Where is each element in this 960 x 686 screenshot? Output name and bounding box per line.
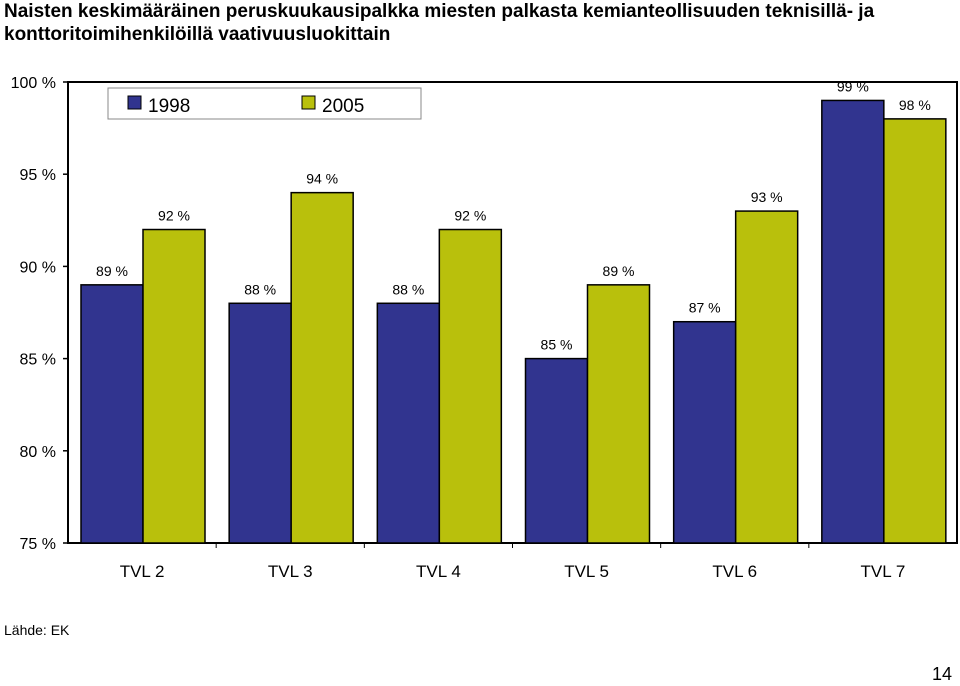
data-label: 99 % bbox=[837, 78, 869, 94]
y-tick-label: 80 % bbox=[20, 444, 56, 461]
data-label: 87 % bbox=[689, 300, 721, 316]
bar-2005 bbox=[883, 118, 947, 544]
legend-label-2005: 2005 bbox=[322, 96, 364, 117]
bar-2005 bbox=[586, 284, 651, 544]
legend-swatch-2005 bbox=[301, 95, 316, 110]
legend-swatch-1998 bbox=[127, 95, 142, 110]
bar-2005 bbox=[142, 228, 206, 544]
page-number: 14 bbox=[931, 664, 952, 684]
bar-2005 bbox=[734, 210, 799, 544]
x-category-label: TVL 6 bbox=[712, 562, 757, 581]
data-label: 89 % bbox=[96, 263, 128, 279]
data-label: 93 % bbox=[751, 189, 783, 205]
bar-1998 bbox=[80, 284, 144, 544]
x-category-label: TVL 7 bbox=[861, 562, 906, 581]
bar-2005 bbox=[290, 191, 354, 544]
data-label: 92 % bbox=[158, 208, 190, 224]
x-category-label: TVL 3 bbox=[268, 562, 313, 581]
bar-1998 bbox=[524, 357, 589, 544]
plot-frame bbox=[67, 81, 958, 544]
data-label: 88 % bbox=[244, 281, 276, 297]
chart-title: Naisten keskimääräinen peruskuukausipalk… bbox=[4, 1, 875, 45]
y-tick-label: 90 % bbox=[20, 259, 56, 276]
data-label: 88 % bbox=[392, 281, 424, 297]
y-tick-label: 75 % bbox=[20, 536, 56, 553]
y-tick-label: 100 % bbox=[11, 75, 56, 92]
data-label: 94 % bbox=[306, 171, 338, 187]
legend-label-1998: 1998 bbox=[148, 96, 190, 117]
plot-area: 75 % 80 % 85 % 90 % 95 % 100 % TVL 2 TVL 3 TVL 4… bbox=[11, 75, 958, 581]
y-tick-label: 85 % bbox=[20, 352, 56, 369]
y-tick-label: 95 % bbox=[20, 167, 56, 184]
data-label: 98 % bbox=[899, 97, 931, 113]
bar-1998 bbox=[672, 320, 737, 544]
x-category-label: TVL 4 bbox=[416, 562, 461, 581]
bar-1998 bbox=[228, 302, 292, 544]
x-category-label: TVL 5 bbox=[564, 562, 609, 581]
legend-box bbox=[107, 87, 422, 120]
bar-1998 bbox=[376, 302, 441, 544]
bar-1998 bbox=[821, 99, 885, 544]
data-label: 85 % bbox=[541, 337, 573, 353]
legend: 1998 2005 bbox=[107, 87, 422, 120]
data-label: 89 % bbox=[603, 263, 635, 279]
x-category-label: TVL 2 bbox=[120, 562, 165, 581]
bar-2005 bbox=[438, 228, 503, 544]
data-label: 92 % bbox=[454, 208, 486, 224]
source-note: Lähde: EK bbox=[4, 622, 70, 638]
